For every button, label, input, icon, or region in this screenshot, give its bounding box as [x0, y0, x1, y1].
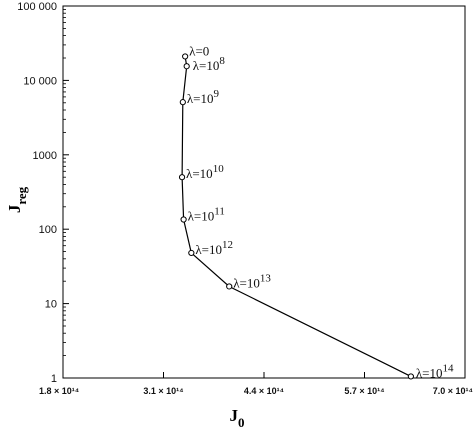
y-tick-label: 1 [51, 373, 57, 385]
point-label-base: λ=10 [416, 365, 443, 380]
y-axis-title: Jreg [5, 186, 29, 213]
x-tick-label: 5.7 × 10¹⁴ [344, 386, 384, 396]
point-label-base: λ=10 [187, 91, 214, 106]
point-label: λ=0 [189, 43, 209, 58]
data-point [188, 249, 195, 257]
data-point [179, 99, 186, 106]
point-label-exponent: 9 [213, 88, 219, 100]
x-tick-label: 1.8 × 10¹⁴ [39, 386, 79, 396]
plot-frame [62, 5, 466, 379]
x-axis-title-sub: 0 [238, 415, 245, 430]
point-label-base: λ=10 [188, 209, 215, 224]
x-tick-label: 3.1 × 10¹⁴ [143, 386, 183, 396]
point-label: λ=1011 [188, 206, 225, 224]
point-label-exponent: 8 [219, 55, 225, 67]
data-point [180, 216, 187, 223]
y-axis-title-sub: reg [14, 186, 29, 204]
x-axis-title: J0 [230, 406, 245, 430]
point-label: λ=1014 [416, 362, 454, 380]
x-tick-label: 4.4 × 10¹⁴ [244, 386, 284, 396]
data-point [226, 283, 233, 290]
data-point [407, 373, 414, 380]
y-tick-label: 1000 [33, 150, 57, 162]
x-axis: 1.8 × 10¹⁴ 3.1 × 10¹⁴ 4.4 × 10¹⁴ 5.7 × 10¹⁴… [39, 372, 473, 396]
point-label-base: λ=10 [233, 275, 260, 290]
point-label-exponent: 14 [443, 362, 455, 374]
data-points [178, 53, 414, 380]
x-axis-title-main: J [230, 406, 239, 425]
point-label-base: λ=0 [189, 43, 209, 58]
data-point [178, 174, 186, 181]
point-label-exponent: 12 [222, 239, 233, 251]
y-tick-label: 100 [39, 224, 57, 236]
point-label-base: λ=10 [195, 242, 222, 257]
point-labels: λ=0λ=108λ=109λ=1010λ=1011λ=1012λ=1013λ=1… [186, 43, 454, 380]
point-label-exponent: 11 [214, 206, 225, 218]
series-line [181, 56, 412, 377]
data-point [182, 53, 189, 60]
data-point [183, 63, 190, 70]
y-axis-title-main: J [5, 204, 24, 213]
point-label: λ=1012 [195, 239, 233, 257]
y-tick-label: 10 [45, 299, 57, 311]
point-label: λ=109 [187, 88, 220, 106]
point-label-base: λ=10 [186, 166, 213, 181]
point-label-exponent: 13 [260, 272, 272, 284]
x-tick-label: 7.0 × 10¹⁴ [433, 386, 473, 396]
y-tick-label: 100 000 [17, 1, 57, 13]
point-label: λ=1010 [186, 163, 224, 181]
y-tick-label: 10 000 [23, 75, 57, 87]
point-label-exponent: 10 [213, 163, 225, 175]
point-label: λ=1013 [233, 272, 271, 290]
point-label-base: λ=10 [193, 58, 220, 73]
point-label: λ=108 [193, 55, 226, 73]
y-axis: 1 10 100 1000 10 000 100 000 [17, 1, 69, 385]
